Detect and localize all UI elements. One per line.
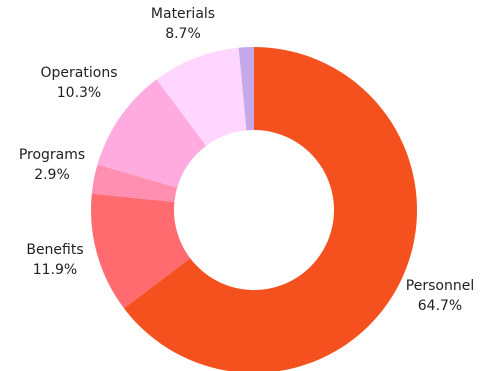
slice-label-materials: Materials: [151, 6, 215, 22]
slice-materials: [156, 47, 247, 146]
slice-benefits: [90, 193, 191, 309]
slice-labels: Personnel 64.7% Benefits 11.9% Programs 2.9% O…: [19, 6, 474, 314]
slice-slice-5: [238, 47, 254, 131]
slice-personnel: [123, 47, 417, 371]
slice-programs: [91, 164, 178, 202]
slice-value-materials: 8.7%: [165, 26, 201, 42]
slice-value-operations: 10.3%: [57, 85, 101, 101]
slice-label-operations: Operations: [41, 65, 118, 81]
slice-label-benefits: Benefits: [26, 242, 83, 258]
slice-value-personnel: 64.7%: [418, 298, 462, 314]
slice-operations: [97, 79, 207, 188]
slice-value-programs: 2.9%: [34, 167, 70, 183]
slice-label-personnel: Personnel: [406, 278, 474, 294]
slice-value-benefits: 11.9%: [33, 262, 77, 278]
donut-slices: [90, 47, 417, 371]
slice-label-programs: Programs: [19, 147, 85, 163]
